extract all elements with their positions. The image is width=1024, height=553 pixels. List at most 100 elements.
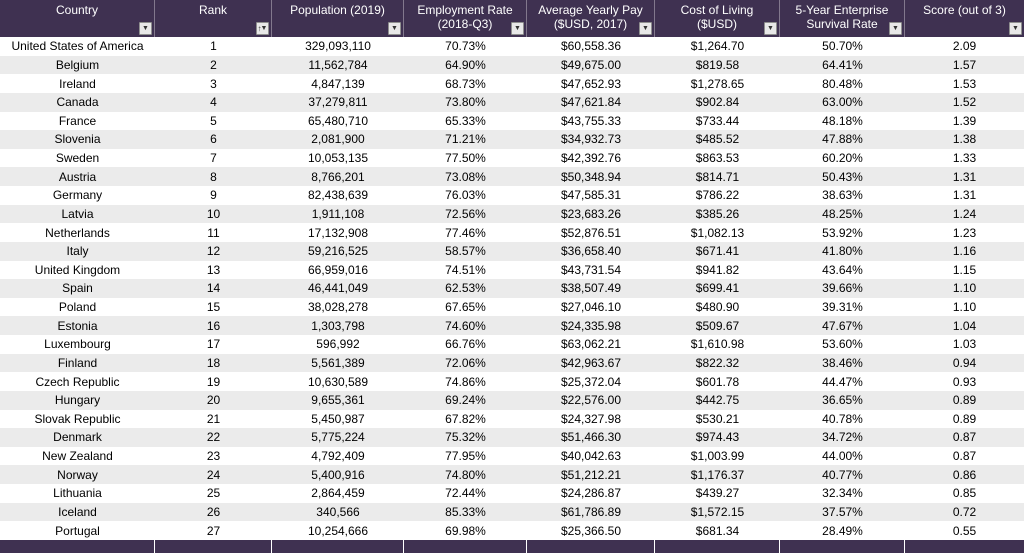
header-population[interactable]: Population (2019) ▼ [272,0,404,37]
cell-pay[interactable]: $36,658.40 [560,244,622,259]
cell-pay[interactable]: $49,675.00 [560,57,622,72]
cell-rank[interactable]: 2 [210,57,217,72]
cell-country[interactable]: Germany [52,188,103,203]
cell-employment[interactable]: 71.21% [445,132,486,147]
cell-pay[interactable]: $51,466.30 [560,430,622,445]
cell-country[interactable]: France [58,113,97,128]
cell-population[interactable]: 10,053,135 [307,151,369,166]
cell-rank[interactable]: 13 [206,262,221,277]
cell-population[interactable]: 38,028,278 [307,300,369,315]
cell-score[interactable]: 1.24 [952,206,977,221]
cell-survival[interactable]: 44.00% [822,449,863,464]
cell-cost[interactable]: $1,003.99 [690,449,745,464]
cell-score[interactable]: 1.04 [952,318,977,333]
header-employment[interactable]: Employment Rate (2018-Q3) ▼ [404,0,527,37]
cell-cost[interactable]: $1,264.70 [690,39,745,54]
cell-survival[interactable]: 50.70% [822,39,863,54]
cell-cost[interactable]: $671.41 [695,244,740,259]
cell-population[interactable]: 10,630,589 [307,374,369,389]
cell-pay[interactable]: $50,348.94 [560,169,622,184]
cell-survival[interactable]: 38.63% [822,188,863,203]
cell-pay[interactable]: $24,327.98 [560,411,622,426]
cell-survival[interactable]: 47.67% [822,318,863,333]
header-survival[interactable]: 5-Year Enterprise Survival Rate ▼ [780,0,905,37]
cell-population[interactable]: 596,992 [316,337,360,352]
cell-country[interactable]: Lithuania [53,486,102,501]
cell-cost[interactable]: $819.58 [695,57,740,72]
cell-employment[interactable]: 72.06% [445,355,486,370]
cell-survival[interactable]: 38.46% [822,355,863,370]
cell-pay[interactable]: $40,042.63 [560,449,622,464]
cell-employment[interactable]: 67.82% [445,411,486,426]
cell-pay[interactable]: $47,585.31 [560,188,622,203]
cell-pay[interactable]: $23,683.26 [560,206,622,221]
cell-cost[interactable]: $480.90 [695,300,740,315]
cell-country[interactable]: Latvia [61,206,94,221]
cell-employment[interactable]: 72.56% [445,206,486,221]
cell-pay[interactable]: $43,731.54 [560,262,622,277]
cell-population[interactable]: 59,216,525 [307,244,369,259]
cell-rank[interactable]: 9 [210,188,217,203]
cell-score[interactable]: 1.53 [952,76,977,91]
cell-country[interactable]: United States of America [11,39,144,54]
cell-survival[interactable]: 28.49% [822,523,863,538]
cell-country[interactable]: Portugal [55,523,100,538]
cell-country[interactable]: Netherlands [45,225,110,240]
cell-employment[interactable]: 74.86% [445,374,486,389]
cell-rank[interactable]: 27 [206,523,221,538]
cell-rank[interactable]: 16 [206,318,221,333]
cell-population[interactable]: 9,655,361 [311,393,365,408]
cell-rank[interactable]: 26 [206,504,221,519]
cell-survival[interactable]: 39.66% [822,281,863,296]
cell-population[interactable]: 2,864,459 [311,486,365,501]
cell-rank[interactable]: 20 [206,393,221,408]
cell-cost[interactable]: $509.67 [695,318,740,333]
cell-country[interactable]: Belgium [55,57,100,72]
cell-score[interactable]: 1.52 [952,95,977,110]
cell-population[interactable]: 10,254,666 [307,523,369,538]
cell-score[interactable]: 2.09 [952,39,977,54]
cell-survival[interactable]: 53.60% [822,337,863,352]
cell-employment[interactable]: 85.33% [445,504,486,519]
cell-rank[interactable]: 18 [206,355,221,370]
filter-dropdown-icon[interactable]: ▼ [511,22,524,35]
cell-survival[interactable]: 50.43% [822,169,863,184]
header-rank[interactable]: Rank ↑ ▼ [155,0,272,37]
cell-score[interactable]: 0.89 [952,411,977,426]
cell-country[interactable]: Luxembourg [44,337,111,352]
cell-pay[interactable]: $24,335.98 [560,318,622,333]
cell-employment[interactable]: 66.76% [445,337,486,352]
cell-country[interactable]: United Kingdom [34,262,121,277]
cell-survival[interactable]: 53.92% [822,225,863,240]
cell-survival[interactable]: 60.20% [822,151,863,166]
filter-dropdown-icon[interactable]: ↑ ▼ [256,22,269,35]
cell-country[interactable]: Norway [57,467,98,482]
cell-employment[interactable]: 73.08% [445,169,486,184]
cell-cost[interactable]: $1,610.98 [690,337,745,352]
cell-cost[interactable]: $863.53 [695,151,740,166]
cell-score[interactable]: 1.10 [952,300,977,315]
cell-pay[interactable]: $47,621.84 [560,95,622,110]
cell-country[interactable]: Ireland [59,76,96,91]
filter-dropdown-icon[interactable]: ▼ [764,22,777,35]
cell-country[interactable]: New Zealand [42,449,113,464]
header-score[interactable]: Score (out of 3) ▼ [905,0,1024,37]
cell-employment[interactable]: 77.95% [445,449,486,464]
cell-score[interactable]: 0.94 [952,355,977,370]
cell-score[interactable]: 0.55 [952,523,977,538]
cell-cost[interactable]: $681.34 [695,523,740,538]
cell-pay[interactable]: $42,392.76 [560,151,622,166]
cell-country[interactable]: Hungary [54,393,101,408]
cell-score[interactable]: 1.33 [952,151,977,166]
cell-survival[interactable]: 40.78% [822,411,863,426]
cell-cost[interactable]: $786.22 [695,188,740,203]
cell-cost[interactable]: $601.78 [695,374,740,389]
cell-country[interactable]: Czech Republic [35,374,120,389]
cell-pay[interactable]: $34,932.73 [560,132,622,147]
header-country[interactable]: Country ▼ [0,0,155,37]
cell-population[interactable]: 82,438,639 [307,188,369,203]
cell-employment[interactable]: 73.80% [445,95,486,110]
cell-cost[interactable]: $941.82 [695,262,740,277]
filter-dropdown-icon[interactable]: ▼ [388,22,401,35]
cell-score[interactable]: 0.85 [952,486,977,501]
